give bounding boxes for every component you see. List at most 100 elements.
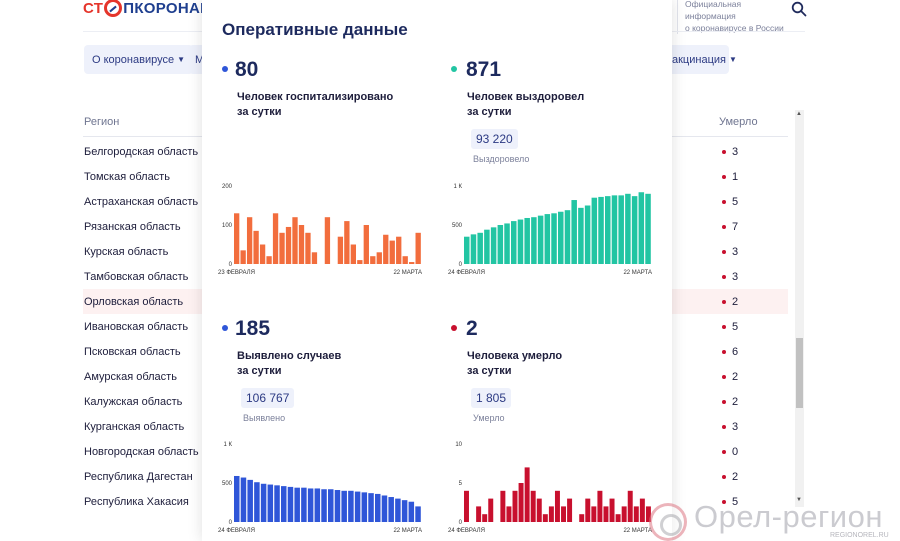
chart-bar: [285, 226, 292, 264]
chart-bar: [388, 497, 394, 522]
table-row[interactable]: Тамбовская область 3: [83, 264, 788, 289]
recovered-dot-icon: [451, 66, 457, 72]
region-died-cell: 1: [722, 171, 738, 183]
y-tick-label: 0: [459, 262, 463, 268]
chart-bar: [409, 262, 415, 264]
table-row[interactable]: Амурская область 2: [83, 364, 788, 389]
site-header: СТ ПКОРОНАВИ Официальная информация о кор…: [0, 0, 900, 34]
site-logo[interactable]: СТ ПКОРОНАВИ: [83, 0, 222, 18]
chart-bar: [294, 487, 300, 522]
chart-bar: [633, 506, 639, 522]
chart-bar: [301, 487, 307, 522]
region-died-value: 5: [732, 495, 739, 508]
chart-bar: [357, 260, 363, 264]
chart-bar: [328, 489, 334, 522]
red-dot-icon: [722, 399, 726, 404]
chart-bar: [591, 197, 598, 264]
nav-about-button[interactable]: О коронавирусе ▼: [84, 45, 193, 74]
hospitalized-label: Человек госпитализировано за сутки: [237, 90, 397, 120]
scrollbar-track[interactable]: [795, 110, 804, 507]
table-row[interactable]: Белгородская область 3: [83, 139, 788, 164]
region-died-value: 2: [732, 395, 739, 408]
chart-bar: [497, 225, 504, 264]
region-name: Белгородская область: [84, 145, 199, 158]
table-row[interactable]: Республика Хакасия 5: [83, 489, 788, 514]
chart-bar: [314, 488, 321, 522]
chart-bar: [638, 192, 645, 264]
chart-bar: [476, 506, 482, 522]
chart-bar: [292, 217, 298, 264]
chart-bar: [506, 506, 512, 522]
chevron-down-icon: ▼: [177, 55, 185, 64]
y-tick-label: 200: [222, 184, 233, 190]
region-died-cell: 3: [722, 421, 738, 433]
x-start-label: 23 ФЕВРАЛЯ: [218, 270, 255, 276]
column-header-region[interactable]: Регион: [84, 116, 120, 128]
table-row[interactable]: Курская область 3: [83, 239, 788, 264]
region-died-cell: 2: [722, 371, 738, 383]
table-row[interactable]: Новгородская область 0: [83, 439, 788, 464]
chart-bar: [376, 252, 382, 264]
table-row[interactable]: Республика Дагестан 2: [83, 464, 788, 489]
region-died-value: 0: [732, 445, 739, 458]
chart-bar: [279, 232, 285, 264]
chart-bar: [402, 256, 408, 264]
region-died-value: 3: [732, 270, 739, 283]
region-name: Калужская область: [84, 395, 183, 408]
detected-label-line1: Выявлено случаев: [237, 350, 342, 362]
chart-bar: [408, 501, 415, 522]
chart-bar: [341, 490, 347, 522]
table-row[interactable]: Рязанская область 7: [83, 214, 788, 239]
region-died-value: 5: [732, 320, 739, 333]
table-row[interactable]: Псковская область 6: [83, 339, 788, 364]
chart-bar: [383, 234, 389, 264]
region-died-cell: 2: [722, 396, 738, 408]
logo-ring-icon: [104, 0, 123, 17]
died-total-label: Умерло: [473, 413, 505, 423]
official-line2: о коронавирусе в России: [685, 23, 784, 33]
region-died-cell: 5: [722, 496, 738, 508]
chart-bar: [631, 196, 638, 264]
died-dot-icon: [451, 325, 457, 331]
region-died-cell: 5: [722, 321, 738, 333]
x-start-label: 24 ФЕВРАЛЯ: [448, 270, 485, 276]
scroll-up-icon[interactable]: ▲: [796, 111, 802, 117]
recovered-total-badge: 93 220: [471, 129, 518, 149]
red-dot-icon: [722, 474, 726, 479]
column-header-died[interactable]: Умерло: [719, 116, 758, 128]
region-name: Курганская область: [84, 420, 185, 433]
chart-bar: [240, 477, 247, 522]
region-died-value: 2: [732, 295, 739, 308]
chart-bar: [598, 196, 604, 264]
scrollbar-thumb[interactable]: [796, 338, 803, 408]
detected-bar-chart: 0 500 1 К 24 ФЕВРАЛЯ 22 МАРТА: [218, 442, 422, 534]
table-row[interactable]: Курганская область 3: [83, 414, 788, 439]
x-end-label: 22 МАРТА: [623, 270, 652, 276]
chart-bar: [254, 482, 260, 522]
table-row[interactable]: Томская область 1: [83, 164, 788, 189]
chart-bar: [350, 244, 357, 264]
region-died-value: 3: [732, 145, 739, 158]
y-tick-label: 10: [455, 442, 462, 448]
red-dot-icon: [722, 349, 726, 354]
red-dot-icon: [722, 149, 726, 154]
chart-bar: [311, 252, 318, 264]
hospitalized-label-line1: Человек госпитализировано: [237, 91, 394, 103]
hospitalized-dot-icon: [222, 66, 228, 72]
table-row[interactable]: Астраханская область 5: [83, 189, 788, 214]
chart-bar: [625, 193, 631, 264]
chart-bar: [548, 506, 554, 522]
scroll-down-icon[interactable]: ▼: [796, 497, 802, 503]
red-dot-icon: [722, 499, 726, 504]
table-row[interactable]: Калужская область 2: [83, 389, 788, 414]
nav-about-label: О коронавирусе: [92, 53, 175, 66]
chart-bar: [415, 506, 421, 522]
died-total-badge: 1 805: [471, 388, 512, 408]
chart-bar: [337, 236, 344, 264]
logo-text-part1: СТ: [83, 0, 104, 17]
detected-label-line2: за сутки: [237, 365, 282, 377]
chart-bar: [375, 493, 381, 522]
chart-bar: [415, 232, 421, 264]
table-row[interactable]: Ивановская область 5: [83, 314, 788, 339]
search-icon[interactable]: [791, 1, 807, 17]
